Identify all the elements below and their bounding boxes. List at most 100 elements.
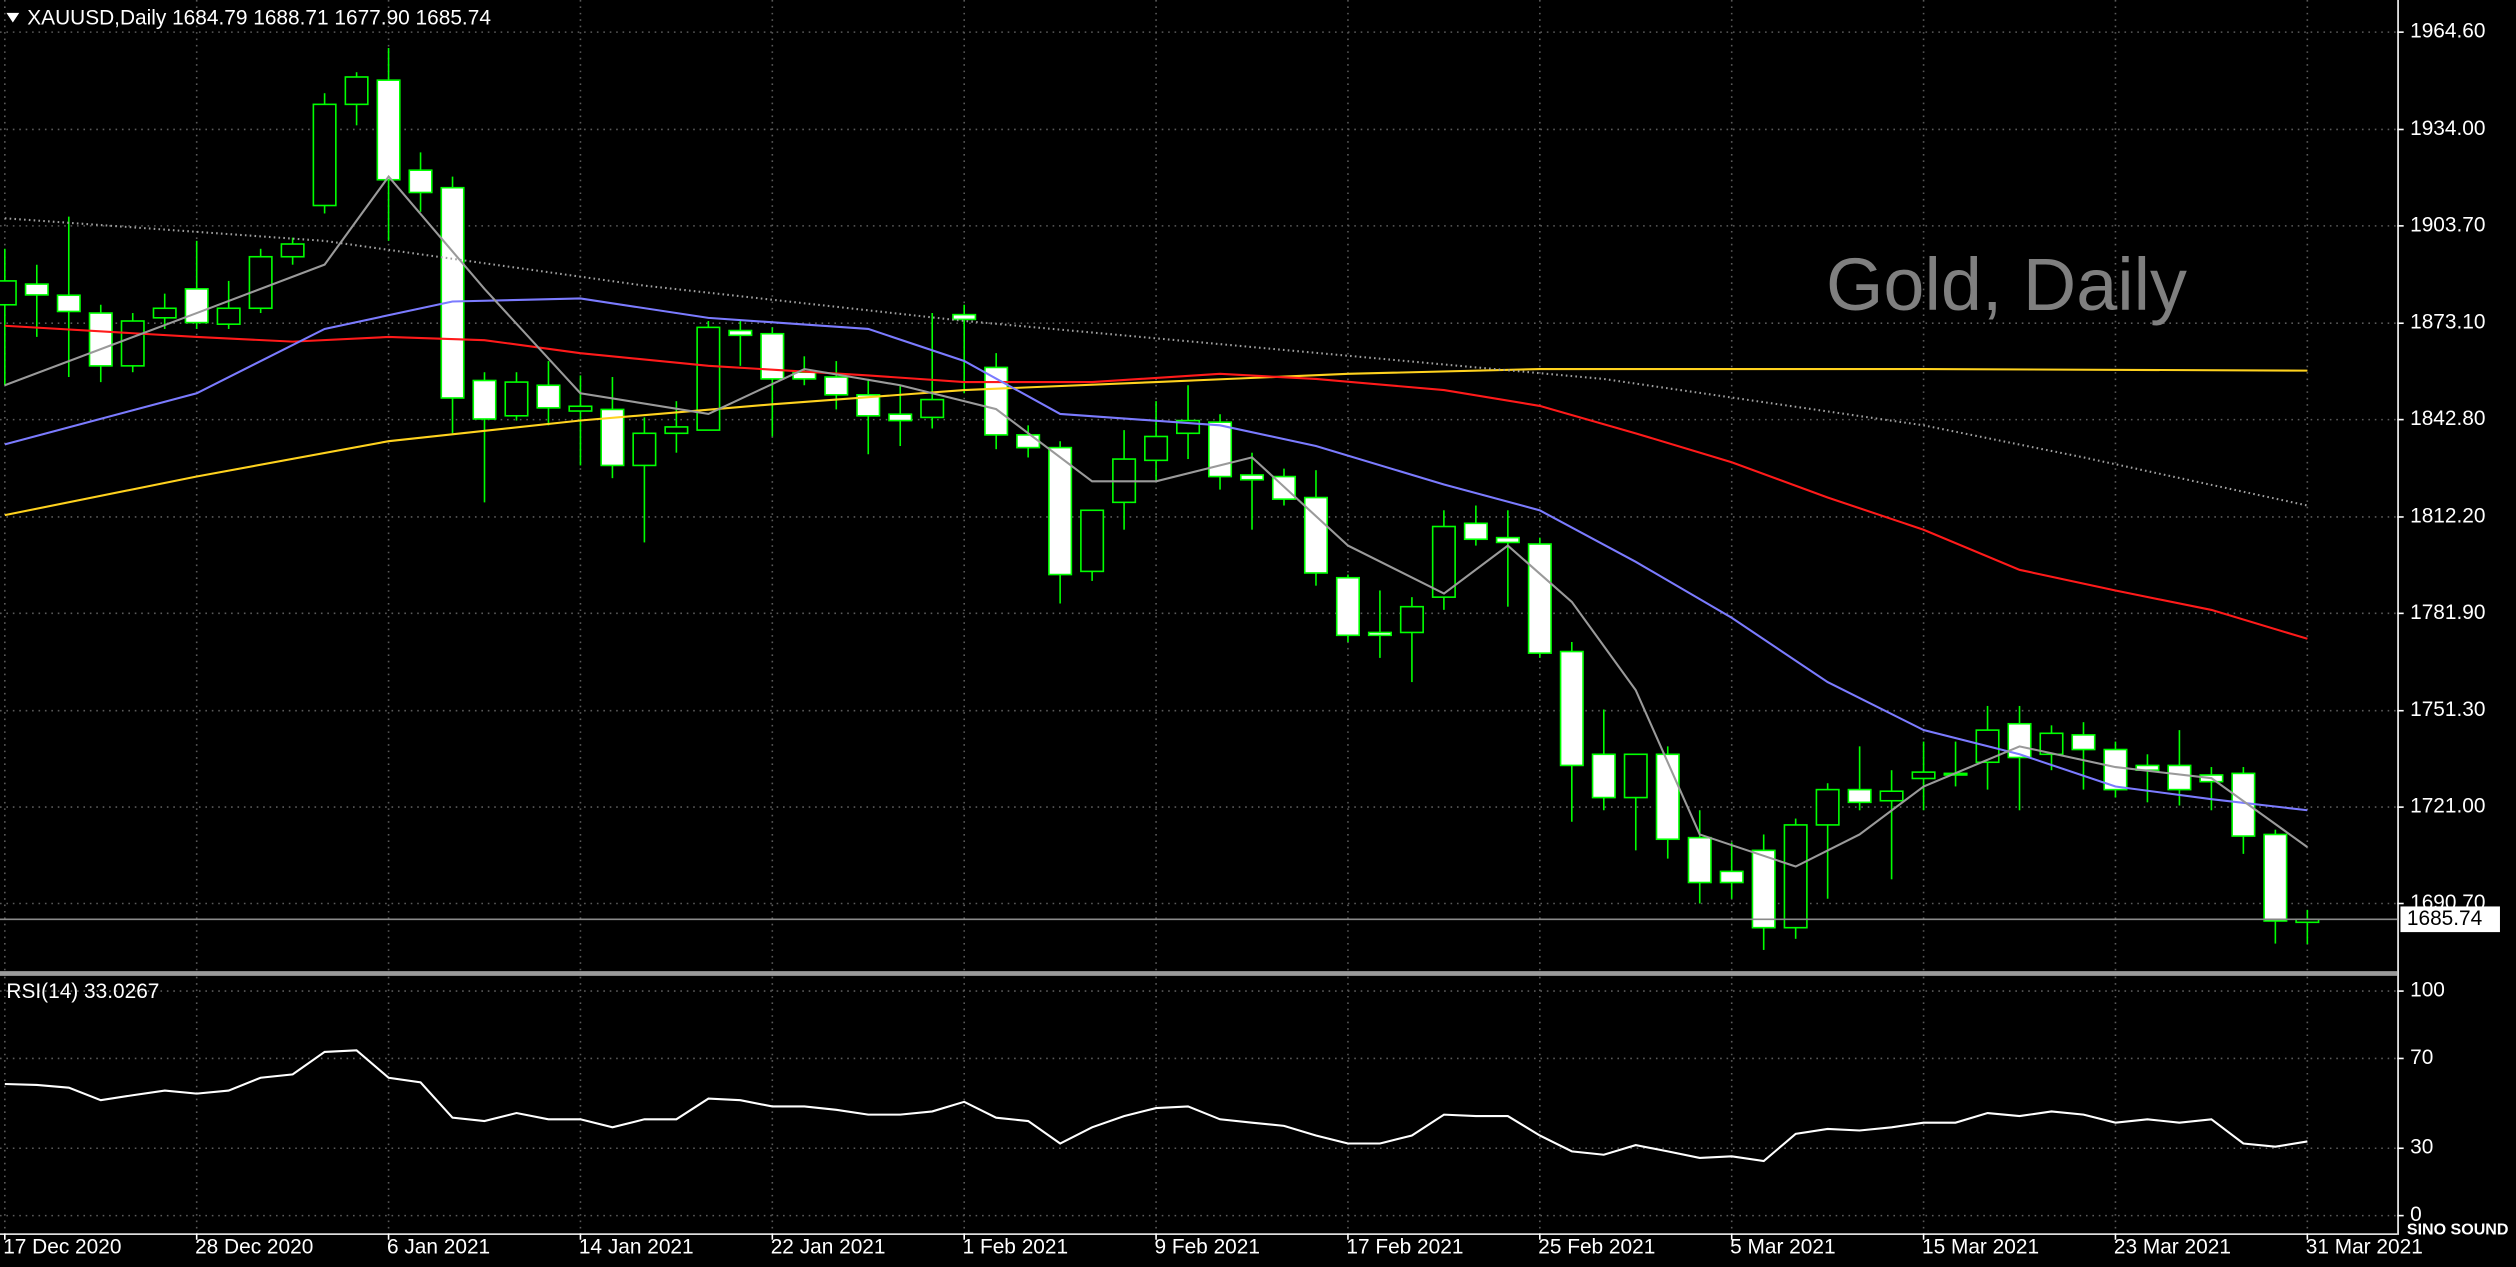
candle-body [1367,631,1392,637]
watermark: SINO SOUND [2407,1220,2509,1238]
last-price-box [2400,906,2500,933]
y-tick-label: 0 [2410,1203,2422,1226]
candle-body [120,320,145,367]
moving-average-line [4,367,2308,517]
y-tick-label: 1903.70 [2410,213,2485,236]
candle-body [2263,833,2288,922]
candle-body [344,76,369,106]
y-tick-label: 1964.60 [2410,20,2485,43]
candle-body [1016,434,1041,449]
candle-body [1847,788,1872,804]
y-tick-label: 1751.30 [2410,698,2485,721]
x-tick-label: 1 Feb 2021 [963,1235,1068,1258]
x-tick-label: 6 Jan 2021 [387,1235,490,1258]
candle-body [56,294,81,313]
x-tick-label: 9 Feb 2021 [1154,1235,1259,1258]
candle-body [408,169,433,194]
chart-title: XAUUSD,Daily 1684.79 1688.71 1677.90 168… [27,7,491,30]
menu-triangle[interactable] [6,12,20,23]
candle-body [2071,734,2096,751]
x-tick-label: 17 Dec 2020 [3,1235,121,1258]
candle-body [856,394,881,417]
candle-body [1495,536,1520,544]
candle-body [1719,870,1744,884]
candle-body [760,332,785,380]
candle-body [600,408,625,467]
candle-body [1144,435,1169,462]
candle-body [1783,824,1808,929]
candle-body [0,280,17,306]
y-tick-label: 1721.00 [2410,795,2485,818]
x-tick-label: 15 Mar 2021 [1922,1235,2039,1258]
candle-body [1559,650,1584,767]
candle-body [1623,753,1648,799]
candle-body [1048,446,1073,576]
x-tick-label: 31 Mar 2021 [2306,1235,2423,1258]
candle-body [536,384,561,409]
candle-body [1751,849,1776,929]
candle-body [280,243,305,258]
candle-body [2103,748,2128,791]
candle-body [1335,576,1360,637]
y-tick-label: 70 [2410,1046,2433,1069]
candle-body [568,405,593,412]
candle-body [1879,790,1904,802]
x-tick-label: 14 Jan 2021 [579,1235,694,1258]
candle-body [1080,509,1105,573]
moving-average-line [4,217,2308,507]
candle-body [664,426,689,435]
candle-body [1911,771,1936,780]
candle-body [1431,525,1456,598]
candle-body [1591,753,1616,799]
rsi-line [4,1049,2308,1163]
candle-body [920,398,945,419]
candle-body [1399,605,1424,634]
candle-body [984,366,1009,436]
candle-body [1303,496,1329,574]
y-tick-label: 100 [2410,979,2445,1002]
x-tick-label: 25 Feb 2021 [1538,1235,1655,1258]
candle-body [312,103,337,207]
x-tick-label: 23 Mar 2021 [2114,1235,2231,1258]
candle-body [696,326,721,431]
moving-average-line [4,174,2309,868]
y-tick-label: 1812.20 [2410,504,2485,527]
candle-body [248,255,273,310]
candle-body [1239,474,1265,481]
indicator-title: RSI(14) 33.0267 [6,980,159,1003]
candle-body [1463,522,1488,541]
candle-body [952,313,977,321]
x-tick-label: 28 Dec 2020 [195,1235,313,1258]
candle-body [2167,764,2192,791]
x-tick-label: 22 Jan 2021 [771,1235,886,1258]
last-price-label: 1685.74 [2407,907,2482,930]
moving-average-line [4,324,2308,640]
candle-body [88,312,113,367]
candle-body [1655,753,1680,841]
annotation: Gold, Daily [1826,243,2187,326]
x-tick-label: 17 Feb 2021 [1346,1235,1463,1258]
candle-body [24,283,49,296]
candle-body [440,186,465,399]
y-tick-label: 30 [2410,1136,2433,1159]
x-tick-label: 5 Mar 2021 [1730,1235,1835,1258]
candle-body [472,379,497,420]
candle-body [728,329,753,337]
candle-body [152,307,177,319]
y-tick-label: 1781.90 [2410,601,2485,624]
candle-body [888,413,913,422]
y-tick-label: 1842.80 [2410,407,2485,430]
candle-body [376,79,401,181]
candle-body [1687,836,1712,884]
candle-body [632,432,657,467]
candle-body [824,376,849,396]
candle-body [504,381,529,417]
y-tick-label: 1934.00 [2410,117,2485,140]
y-tick-label: 1873.10 [2410,311,2485,334]
candle-body [184,288,209,324]
candle-body [1815,788,1840,826]
candle-body [1527,543,1552,654]
